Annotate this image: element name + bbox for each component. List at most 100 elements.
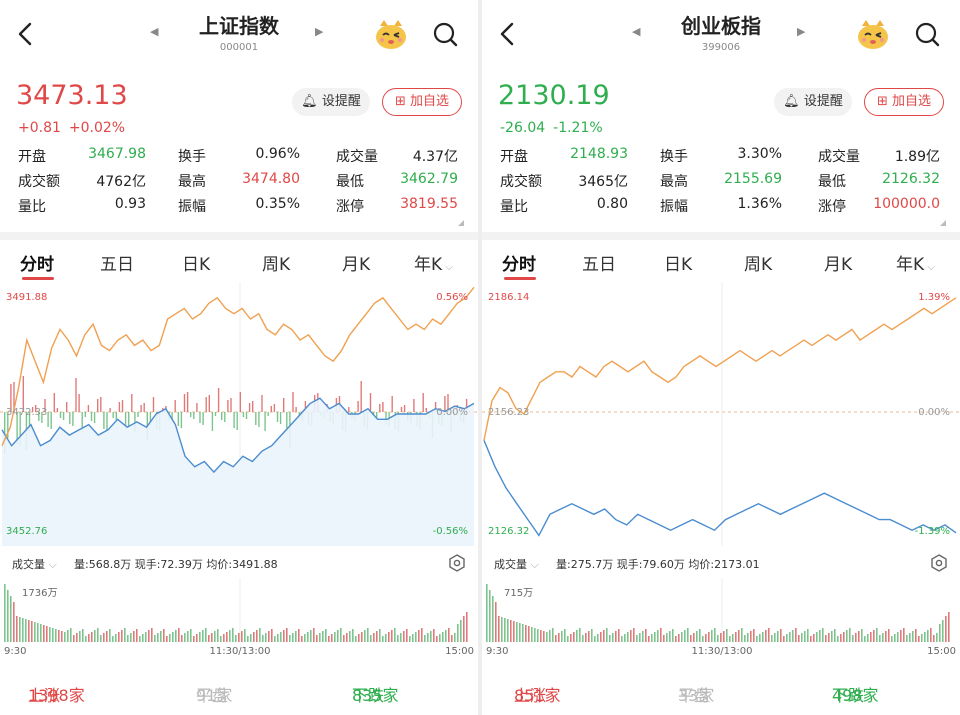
- axis-top-left: 2186.14: [488, 292, 529, 303]
- volume-bar: [178, 628, 180, 642]
- set-alert-button[interactable]: 🔔︎ 设提醒: [292, 88, 370, 116]
- time-end: 15:00: [445, 646, 474, 657]
- expand-corner-icon[interactable]: [940, 220, 946, 226]
- tab-monthly-k[interactable]: 月K: [824, 255, 853, 275]
- volume-bar: [91, 632, 93, 642]
- intraday-volume-bar: [214, 412, 217, 416]
- volume-selector[interactable]: 成交量 ⌵: [494, 556, 539, 572]
- tab-daily-k[interactable]: 日K: [182, 255, 211, 275]
- volume-bar: [208, 635, 210, 642]
- volume-bar: [678, 634, 680, 642]
- time-mid: 11:30/13:00: [691, 646, 752, 657]
- volume-bar: [807, 629, 809, 642]
- intraday-volume-bar: [90, 412, 93, 421]
- intraday-volume-bar: [236, 412, 238, 430]
- add-watchlist-button[interactable]: ⊞ 加自选: [382, 88, 462, 116]
- intraday-chart[interactable]: 2186.14 1.39% 2156.23 0.00% 2126.32 -1.3…: [482, 282, 960, 546]
- volume-selector[interactable]: 成交量 ⌵: [12, 556, 57, 572]
- volume-bar: [85, 636, 87, 642]
- chevron-right-icon[interactable]: ▶: [315, 25, 324, 38]
- volume-bar: [699, 629, 701, 642]
- volume-bar: [585, 633, 587, 642]
- back-arrow-icon[interactable]: [14, 20, 38, 48]
- back-arrow-icon[interactable]: [496, 20, 520, 48]
- chart-tabs: 分时 五日 日K 周K 月K 年K ⌵: [482, 244, 960, 280]
- chart-tabs: 分时 五日 日K 周K 月K 年K ⌵: [0, 244, 478, 280]
- tab-five-day[interactable]: 五日: [100, 255, 134, 275]
- tab-weekly-k[interactable]: 周K: [744, 255, 773, 275]
- volume-bar: [693, 633, 695, 642]
- search-icon[interactable]: [432, 20, 458, 48]
- tab-intraday[interactable]: 分时: [502, 255, 536, 275]
- volume-bar: [762, 632, 764, 642]
- volume-bar: [217, 629, 219, 642]
- stat-label: 成交额: [500, 174, 542, 190]
- volume-bar: [915, 629, 917, 642]
- volume-bar: [58, 630, 60, 642]
- volume-bar: [88, 634, 90, 642]
- intraday-volume-bar: [121, 400, 124, 412]
- search-icon[interactable]: [914, 20, 940, 48]
- chevron-left-icon[interactable]: ◀: [632, 25, 641, 38]
- stat-label: 振幅: [660, 199, 688, 215]
- volume-bar: [819, 630, 821, 642]
- volume-bar: [412, 634, 414, 642]
- volume-bar: [460, 620, 462, 642]
- intraday-volume-bar: [286, 412, 288, 428]
- volume-bar: [765, 630, 767, 642]
- volume-bar: [702, 636, 704, 642]
- intraday-volume-bar: [19, 412, 21, 446]
- volume-bar: [28, 620, 30, 642]
- volume-bar: [861, 629, 863, 642]
- volume-bar: [885, 631, 887, 642]
- volume-bar: [295, 631, 297, 642]
- volume-bar: [792, 630, 794, 642]
- intraday-volume-bar: [56, 408, 59, 412]
- tab-yearly-k-label: 年K: [414, 255, 443, 275]
- stat-label: 换手: [660, 149, 688, 165]
- expand-corner-icon[interactable]: [458, 220, 464, 226]
- intraday-volume-bar: [118, 402, 121, 412]
- gear-icon[interactable]: [448, 554, 466, 572]
- add-watchlist-button[interactable]: ⊞ 加自选: [864, 88, 944, 116]
- tab-yearly-k[interactable]: 年K ⌵: [414, 250, 453, 275]
- change-value: +0.81: [18, 120, 61, 136]
- volume-toolbar: 成交量 ⌵ 量:568.8万 现手:72.39万 均价:3491.88: [0, 550, 478, 576]
- volume-bar: [741, 628, 743, 642]
- mascot-icon[interactable]: [856, 18, 890, 50]
- volume-bar: [157, 633, 159, 642]
- price-change: +0.81 +0.02%: [18, 120, 133, 136]
- tab-monthly-k[interactable]: 月K: [342, 255, 371, 275]
- breadth-down-label: 下跌: [832, 686, 865, 705]
- volume-selector-label: 成交量: [494, 558, 527, 571]
- set-alert-button[interactable]: 🔔︎ 设提醒: [774, 88, 852, 116]
- volume-bar: [52, 628, 54, 642]
- mascot-icon[interactable]: [374, 18, 408, 50]
- tab-yearly-k[interactable]: 年K ⌵: [896, 250, 935, 275]
- tab-five-day[interactable]: 五日: [582, 255, 616, 275]
- volume-bar: [816, 632, 818, 642]
- volume-bars: [4, 584, 468, 642]
- intraday-volume-bar: [465, 399, 468, 412]
- stat-label: 最高: [178, 174, 206, 190]
- set-alert-label: 设提醒: [803, 94, 843, 109]
- tab-intraday[interactable]: 分时: [20, 255, 54, 275]
- volume-bar: [798, 635, 800, 642]
- intraday-volume-bar: [100, 397, 102, 412]
- volume-bar: [388, 632, 390, 642]
- volume-bar: [795, 628, 797, 642]
- intraday-chart[interactable]: 3491.88 0.56% 3472.33 0.00% 3452.76 -0.5…: [0, 282, 478, 546]
- tab-daily-k[interactable]: 日K: [664, 255, 693, 275]
- volume-bar: [61, 631, 63, 642]
- tab-weekly-k[interactable]: 周K: [262, 255, 291, 275]
- chevron-left-icon[interactable]: ◀: [150, 25, 159, 38]
- volume-bar: [214, 631, 216, 642]
- intraday-volume-bar: [10, 384, 12, 412]
- stat-label: 最高: [660, 174, 688, 190]
- volume-bar: [163, 629, 165, 642]
- chevron-right-icon[interactable]: ▶: [797, 25, 806, 38]
- stat-value: 3467.98: [88, 146, 146, 162]
- gear-icon[interactable]: [930, 554, 948, 572]
- volume-bar: [370, 635, 372, 642]
- volume-bar: [918, 636, 920, 642]
